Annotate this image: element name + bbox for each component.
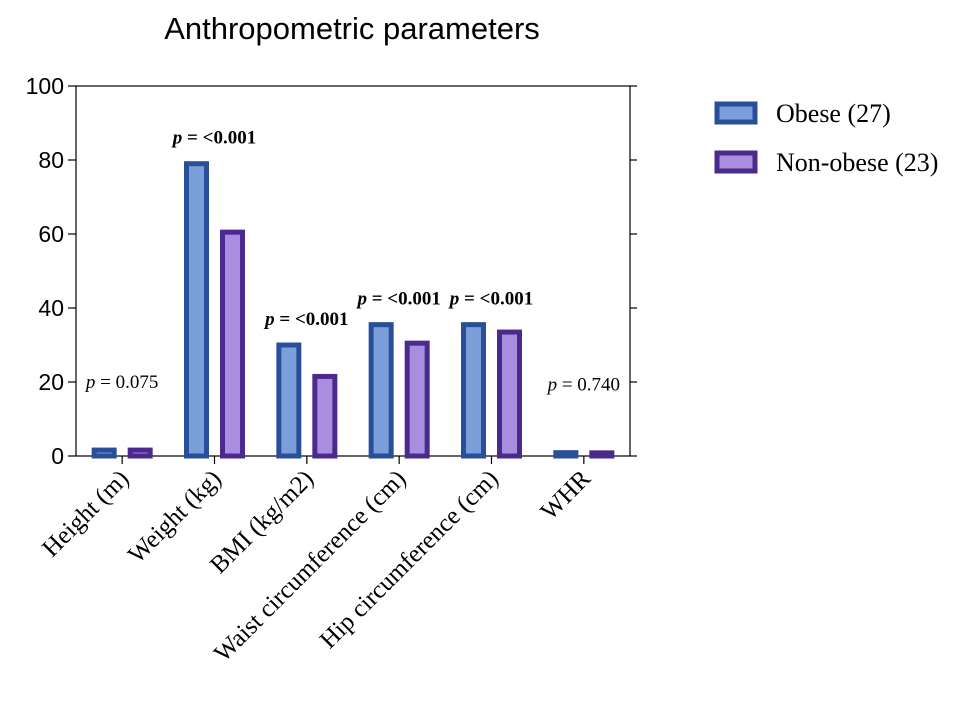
bar-non-obese — [127, 447, 153, 459]
p-value-annotations: p = 0.075 p = <0.001 p = <0.001 p = <0.001 p… — [84, 128, 620, 396]
p-value-label: p = 0.075 — [84, 372, 158, 393]
plot-frame — [75, 85, 631, 457]
y-tick-label: 60 — [38, 221, 64, 247]
bar-obese — [184, 161, 209, 459]
y-tick-label: 0 — [51, 443, 64, 469]
y-tick-label: 100 — [26, 73, 64, 99]
p-value-label: p = <0.001 — [448, 289, 533, 310]
p-value-label: p = <0.001 — [171, 128, 256, 149]
axes: 0 20 40 60 80 100 — [26, 73, 637, 469]
legend-swatch — [714, 150, 758, 174]
bar-non-obese — [404, 340, 430, 459]
bar-obese — [368, 322, 394, 459]
bar-non-obese — [220, 229, 245, 459]
legend-label: Obese (27) — [776, 99, 891, 128]
p-value-label: p = <0.001 — [263, 309, 348, 330]
p-value-label: p = <0.001 — [355, 289, 440, 310]
bar-obese — [91, 447, 117, 459]
bars — [91, 161, 615, 464]
x-tick-label: WHR — [536, 465, 597, 526]
bar-non-obese — [497, 329, 522, 459]
bar-non-obese — [312, 373, 338, 459]
legend: Obese (27) Non-obese (23) — [714, 99, 938, 177]
x-tick-label: Height (m) — [37, 465, 134, 562]
x-tick-label: Hip circumference (cm) — [315, 465, 504, 654]
chart-title: Anthropometric parameters — [164, 11, 540, 46]
y-tick-label: 80 — [38, 147, 64, 173]
bar-non-obese — [589, 450, 615, 459]
p-value-label: p = 0.740 — [546, 375, 620, 396]
y-tick-label: 20 — [38, 369, 64, 395]
x-tick-label: Waist circumference (cm) — [209, 465, 411, 667]
y-tick-label: 40 — [38, 295, 64, 321]
legend-swatch — [714, 101, 758, 125]
bar-obese — [553, 450, 579, 459]
legend-label: Non-obese (23) — [776, 148, 938, 177]
bar-obese — [276, 342, 302, 459]
bar-obese — [461, 322, 486, 459]
x-tick-labels: Height (m)Weight (kg)BMI (kg/m2)Waist ci… — [37, 465, 596, 667]
